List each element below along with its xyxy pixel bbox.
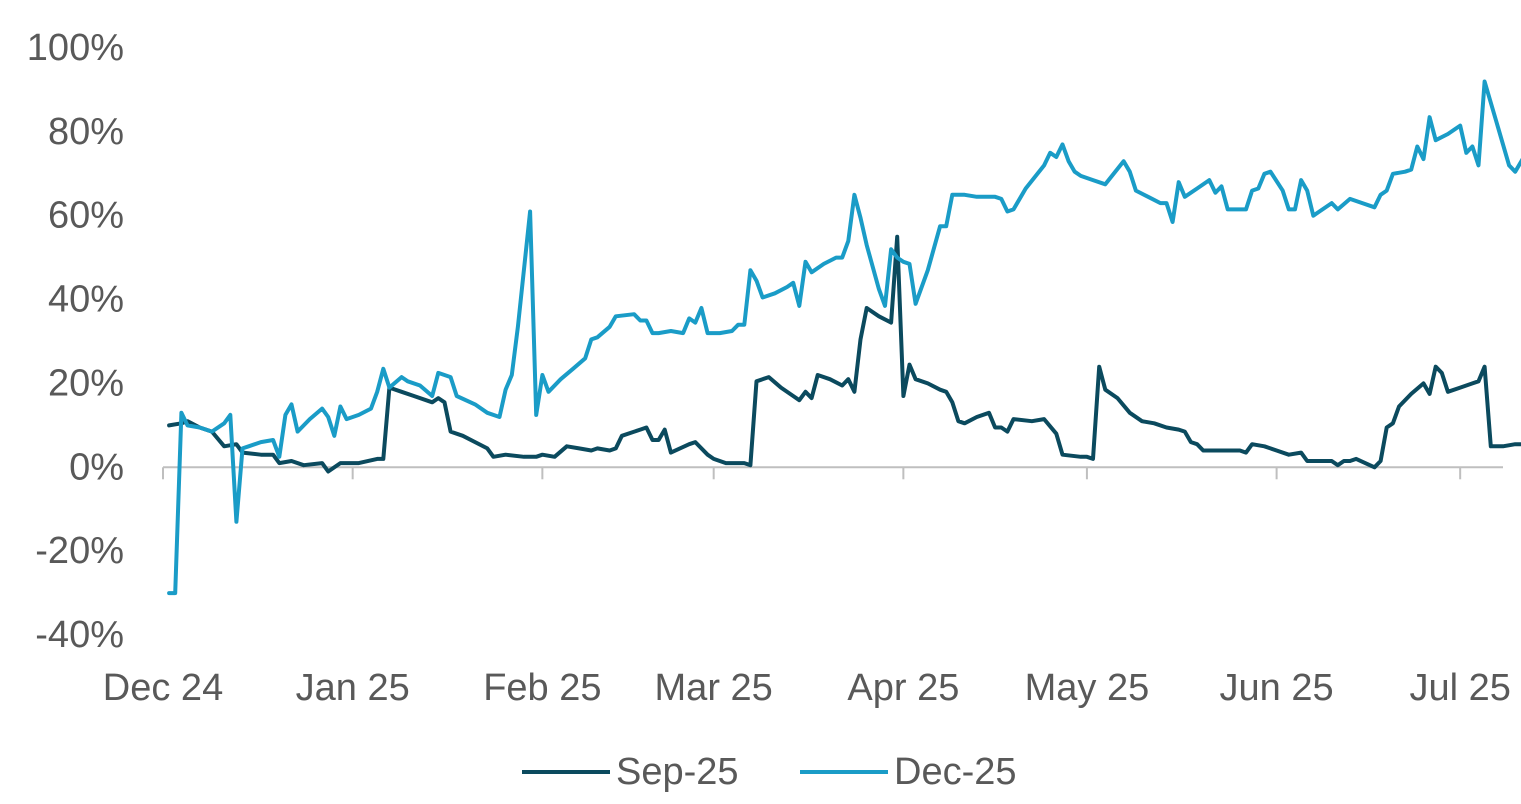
series-line-sep-25	[167, 234, 1521, 474]
legend-label: Dec-25	[894, 751, 1017, 793]
y-tick-label: -20%	[35, 530, 124, 572]
y-axis-labels: -40% -20% 0% 20% 40% 60% 80% 100%	[27, 27, 124, 656]
x-tick-label: May 25	[1025, 667, 1150, 709]
legend-label: Sep-25	[616, 751, 739, 793]
y-tick-label: 20%	[48, 362, 124, 404]
y-tick-label: 100%	[27, 27, 124, 69]
x-tick-label: Jan 25	[296, 667, 410, 709]
y-tick-label: 80%	[48, 111, 124, 153]
x-tick-label: Jul 25	[1409, 667, 1510, 709]
y-tick-label: 60%	[48, 195, 124, 237]
x-tick-label: Jun 25	[1220, 667, 1334, 709]
x-tick-label: Dec 24	[103, 667, 223, 709]
x-tick-label: Feb 25	[483, 667, 601, 709]
x-axis: Dec 24 Jan 25 Feb 25 Mar 25 Apr 25 May 25 Jun …	[103, 466, 1511, 709]
y-tick-label: -40%	[35, 614, 124, 656]
y-tick-label: 40%	[48, 279, 124, 321]
series-line-dec-25	[167, 79, 1521, 596]
legend: Sep-25 Dec-25	[522, 751, 1017, 793]
x-tick-label: Mar 25	[655, 667, 773, 709]
x-tick-label: Apr 25	[847, 667, 959, 709]
y-tick-label: 0%	[69, 446, 124, 488]
series-lines	[167, 79, 1521, 596]
